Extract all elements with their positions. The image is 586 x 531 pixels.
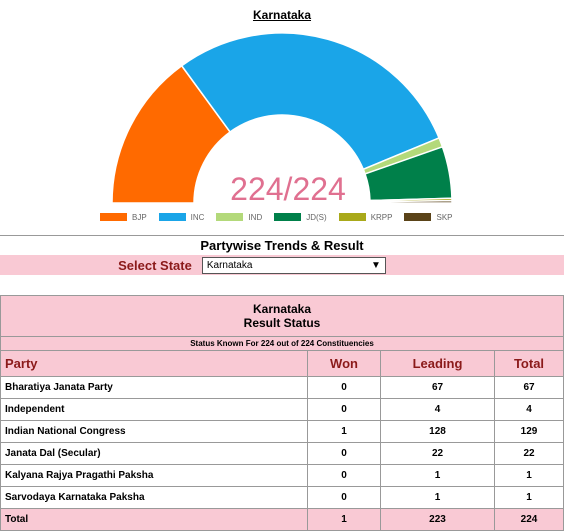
state-dropdown[interactable]: Karnataka ▼ [201, 256, 386, 274]
result-table: Karnataka Result Status Status Known For… [0, 295, 564, 531]
total-count: 67 [494, 376, 564, 399]
won-count: 0 [307, 442, 381, 465]
chevron-down-icon: ▼ [370, 259, 381, 271]
legend-item: SKP [404, 212, 453, 222]
party-name: Bharatiya Janata Party [0, 376, 308, 399]
legend-swatch [158, 213, 186, 221]
legend-label: BJP [132, 212, 147, 222]
table-row: Kalyana Rajya Pragathi Paksha 0 1 1 [0, 464, 564, 487]
leading-count: 22 [380, 442, 495, 465]
slice-skp [369, 199, 453, 204]
result-status-title: Result Status [243, 316, 321, 330]
won-count: 0 [307, 464, 381, 487]
legend-label: SKP [436, 212, 453, 222]
trends-panel: Partywise Trends & Result Select State K… [0, 235, 564, 275]
won-count: 0 [307, 486, 381, 509]
legend-swatch [216, 213, 244, 221]
legend-item: JD(S) [274, 212, 327, 222]
total-count: 4 [494, 398, 564, 421]
leading-count: 4 [380, 398, 495, 421]
party-name: Sarvodaya Karnataka Paksha [0, 486, 308, 509]
select-state-label: Select State [118, 257, 192, 273]
chart-legend: BJP INC IND JD(S) KRPP SKP [100, 211, 465, 223]
result-state-title: Karnataka [252, 302, 312, 316]
col-header-won: Won [307, 350, 381, 377]
trends-heading: Partywise Trends & Result [0, 235, 564, 255]
col-header-leading: Leading [380, 350, 495, 377]
total-leading: 223 [380, 508, 495, 531]
won-count: 1 [307, 420, 381, 443]
table-row: Bharatiya Janata Party 0 67 67 [0, 376, 564, 399]
table-row: Independent 0 4 4 [0, 398, 564, 421]
total-count: 1 [494, 486, 564, 509]
total-count: 129 [494, 420, 564, 443]
state-select-row: Select State Karnataka ▼ [0, 255, 564, 275]
table-row: Indian National Congress 1 128 129 [0, 420, 564, 443]
legend-swatch [274, 213, 302, 221]
result-table-header: Karnataka Result Status [0, 295, 564, 337]
won-count: 0 [307, 376, 381, 399]
chart-title: Karnataka [252, 8, 312, 22]
total-count: 1 [494, 464, 564, 487]
leading-count: 67 [380, 376, 495, 399]
legend-swatch [404, 213, 432, 221]
legend-label: JD(S) [306, 212, 327, 222]
party-name: Indian National Congress [0, 420, 308, 443]
total-total: 224 [494, 508, 564, 531]
total-won: 1 [307, 508, 381, 531]
legend-label: INC [190, 212, 205, 222]
total-label: Total [0, 508, 308, 531]
legend-label: IND [248, 212, 263, 222]
legend-label: KRPP [370, 212, 393, 222]
legend-item: IND [216, 213, 262, 222]
total-count: 22 [494, 442, 564, 465]
table-row: Sarvodaya Karnataka Paksha 0 1 1 [0, 486, 564, 509]
table-row: Janata Dal (Secular) 0 22 22 [0, 442, 564, 465]
total-row: Total 1 223 224 [0, 508, 564, 531]
col-header-total: Total [494, 350, 564, 377]
seat-donut-chart: 224/224 [111, 32, 453, 207]
won-count: 0 [307, 398, 381, 421]
state-dropdown-value: Karnataka [206, 259, 253, 271]
leading-count: 1 [380, 464, 495, 487]
col-header-party: Party [0, 350, 308, 377]
legend-swatch [100, 213, 127, 221]
party-name: Kalyana Rajya Pragathi Paksha [0, 464, 308, 487]
legend-item: INC [158, 212, 205, 222]
party-name: Janata Dal (Secular) [0, 442, 308, 465]
seats-declared-label: 224/224 [230, 171, 346, 207]
party-name: Independent [0, 398, 308, 421]
status-line: Status Known For 224 out of 224 Constitu… [0, 336, 564, 351]
legend-item: KRPP [338, 212, 393, 222]
slice-inc [180, 32, 441, 171]
leading-count: 1 [380, 486, 495, 509]
legend-swatch [338, 213, 366, 221]
legend-item: BJP [100, 213, 147, 222]
leading-count: 128 [380, 420, 495, 443]
